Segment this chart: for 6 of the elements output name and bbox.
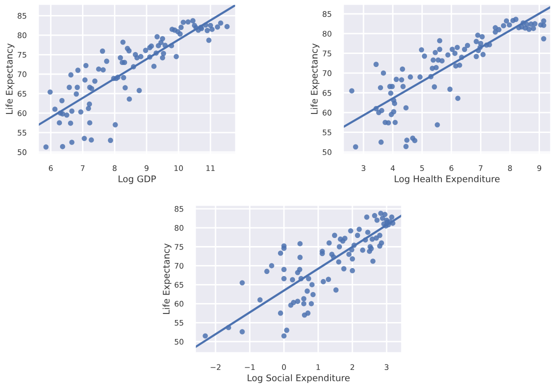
y-axis-title: Life Expectancy <box>6 44 14 114</box>
x-axis-title: Log Social Expenditure <box>248 374 350 384</box>
x-axis-title: Log Health Expenditure <box>394 175 500 184</box>
y-axis-title: Life Expectancy <box>162 244 172 314</box>
x-axis-title: Log GDP <box>118 175 156 184</box>
y-axis-title: Life Expectancy <box>310 44 320 114</box>
